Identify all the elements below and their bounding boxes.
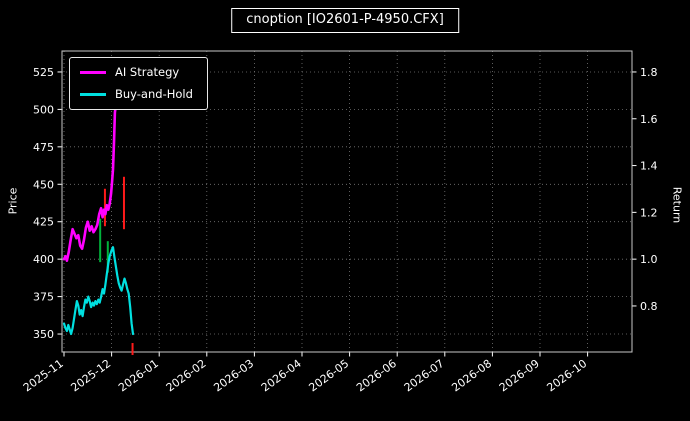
- y-tick-label-right: 1.2: [640, 206, 658, 219]
- y-tick-label-right: 0.8: [640, 300, 658, 313]
- x-tick-label: 2026-04: [259, 357, 304, 395]
- x-tick-label: 2026-01: [116, 357, 161, 395]
- y-tick-label-left: 425: [33, 216, 54, 229]
- legend-label-buy-and-hold: Buy-and-Hold: [115, 87, 193, 101]
- right-axis-label: Return: [670, 186, 684, 224]
- y-tick-label-left: 475: [33, 141, 54, 154]
- x-tick-label: 2026-08: [449, 357, 494, 395]
- y-tick-label-left: 400: [33, 253, 54, 266]
- y-tick-label-right: 1.8: [640, 66, 658, 79]
- y-tick-label-left: 525: [33, 66, 54, 79]
- x-tick-label: 2026-07: [402, 357, 447, 395]
- x-tick-label: 2026-02: [164, 357, 209, 395]
- buy-and-hold-line-swatch: [80, 92, 106, 96]
- x-tick-label: 2026-06: [354, 357, 399, 395]
- legend-item-buy-and-hold: Buy-and-Hold: [80, 87, 193, 101]
- chart-title: cnoption [IO2601-P-4950.CFX]: [231, 8, 459, 33]
- series-line-ai-strategy: [62, 82, 127, 263]
- y-tick-label-left: 450: [33, 178, 54, 191]
- y-tick-label-left: 350: [33, 328, 54, 341]
- legend-label-ai-strategy: AI Strategy: [115, 65, 180, 79]
- x-tick-label: 2026-09: [497, 357, 542, 395]
- y-tick-label-left: 375: [33, 291, 54, 304]
- y-tick-label-left: 500: [33, 103, 54, 116]
- plot-border: [61, 50, 633, 353]
- x-tick-label: 2026-10: [545, 357, 590, 395]
- ai-strategy-line-swatch: [80, 70, 106, 74]
- legend: AI Strategy Buy-and-Hold: [69, 57, 208, 110]
- series-line-buy-and-hold: [62, 246, 135, 336]
- x-tick-label: 2026-03: [211, 357, 256, 395]
- left-axis-label: Price: [6, 187, 20, 215]
- x-tick-label: 2025-12: [69, 357, 114, 395]
- legend-item-ai-strategy: AI Strategy: [80, 65, 193, 79]
- x-tick-label: 2026-05: [307, 357, 352, 395]
- y-tick-label-right: 1.4: [640, 160, 658, 173]
- y-tick-label-right: 1.6: [640, 113, 658, 126]
- x-tick-label: 2025-11: [21, 357, 66, 395]
- y-tick-label-right: 1.0: [640, 253, 658, 266]
